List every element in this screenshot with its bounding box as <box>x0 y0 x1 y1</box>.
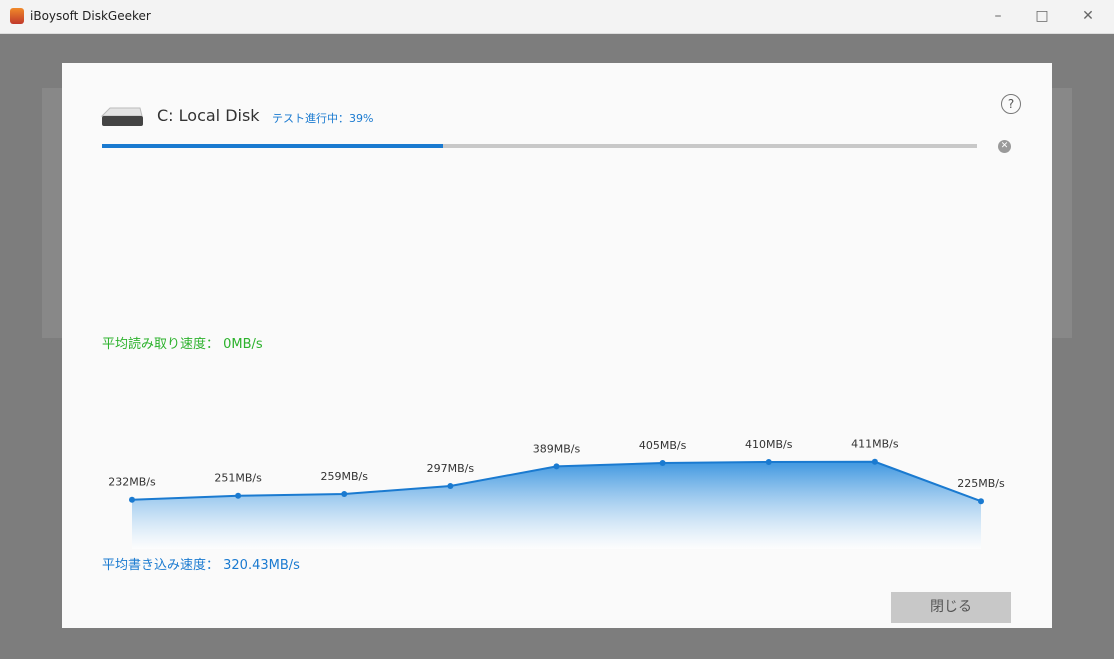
close-button[interactable]: 閉じる <box>891 592 1011 623</box>
maximize-button[interactable]: □ <box>1035 8 1049 24</box>
value-label: 297MB/s <box>427 462 475 475</box>
point <box>978 498 984 505</box>
point <box>553 463 560 470</box>
point <box>871 458 878 465</box>
progress-label: テスト進行中：39% <box>272 112 374 125</box>
title-bar: iBoysoft DiskGeeker – □ ✕ <box>0 0 1114 34</box>
disk-name: C: Local Disk <box>157 106 260 125</box>
point <box>447 482 454 489</box>
point <box>129 496 135 503</box>
point <box>765 458 772 465</box>
cancel-button[interactable]: ✕ <box>998 140 1011 153</box>
minimize-button[interactable]: – <box>994 8 1002 24</box>
read-speed: 平均読み取り速度： 0MB/s <box>102 337 263 352</box>
value-label: 405MB/s <box>639 439 687 452</box>
value-label: 232MB/s <box>108 476 156 489</box>
write-speed: 平均書き込み速度： 320.43MB/s <box>102 558 300 573</box>
app-icon <box>10 8 24 24</box>
value-label: 410MB/s <box>745 438 793 451</box>
value-label: 411MB/s <box>851 438 899 451</box>
area-fill <box>132 461 981 549</box>
point <box>341 491 348 498</box>
close-window-button[interactable]: ✕ <box>1082 8 1094 24</box>
disk-icon <box>100 107 143 126</box>
progress-fill <box>102 144 444 148</box>
value-label: 389MB/s <box>533 442 581 455</box>
progress-track <box>102 144 977 148</box>
value-label: 225MB/s <box>957 477 1005 490</box>
window-title: iBoysoft DiskGeeker <box>30 9 151 23</box>
value-label: 251MB/s <box>214 472 262 485</box>
help-button[interactable]: ? <box>1001 94 1021 114</box>
point <box>235 492 242 499</box>
point <box>659 460 666 467</box>
value-label: 259MB/s <box>321 470 369 483</box>
